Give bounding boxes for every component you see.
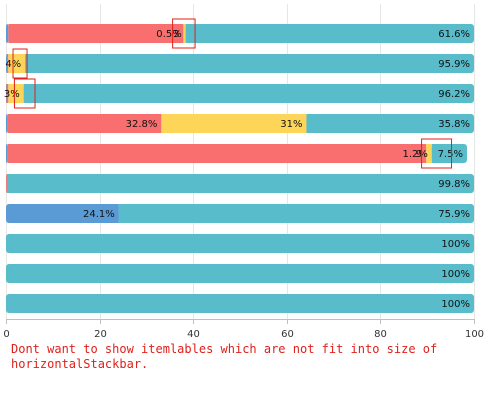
bar-segment-r5-s1 <box>6 174 7 193</box>
bar-segment-r0-s2 <box>183 24 186 43</box>
bar-segment-r7-s3 <box>6 234 474 253</box>
segment-label-r1-s3: 95.9% <box>438 59 470 70</box>
bar-segment-fill-r0-s3 <box>185 24 189 43</box>
segment-label-r2-s3: 96.2% <box>438 89 470 100</box>
segment-label-r2-s2: 3% <box>4 89 20 100</box>
bar-segment-r0-s1 <box>8 24 184 43</box>
horizontal-stacked-bar-chart: 3 0.5% 61.6% 4% 95.9% 3% 96.2% 32.8% 31% 35.8% 9 1.… <box>3 4 484 340</box>
bar-segment-r4-s1 <box>7 144 427 163</box>
bar-segment-r6-s3 <box>118 204 475 223</box>
segment-label-r4-s1: 9 <box>416 149 422 160</box>
segment-label-r0-s1: 3 <box>173 29 179 40</box>
segment-label-r6-s0: 24.1% <box>83 209 115 220</box>
bar-segment-r2-s1 <box>6 84 9 103</box>
bar-segment-fill-r6-s0 <box>115 204 119 223</box>
highlight-box-1 <box>12 48 28 79</box>
segment-label-r3-s3: 35.8% <box>438 119 470 130</box>
bar-segment-r6-s0 <box>6 204 119 223</box>
segment-label-r4-s3: 7.5% <box>438 149 463 160</box>
segment-label-r6-s3: 75.9% <box>438 209 470 220</box>
bar-segment-r0-s3 <box>185 24 474 43</box>
x-tick-label-1: 20 <box>94 329 107 340</box>
bar-segment-r1-s1 <box>6 54 9 73</box>
bar-segment-fill-r6-s3 <box>118 204 122 223</box>
bar-segment-r1-s0 <box>6 54 7 73</box>
segment-label-r5-s3: 99.8% <box>438 179 470 190</box>
bar-segment-r3-s1 <box>7 114 162 133</box>
highlight-box-3 <box>421 138 453 169</box>
x-tick-label-0: 0 <box>3 329 9 340</box>
bar-segment-fill-r2-s3 <box>23 84 27 103</box>
segment-label-r7-s3: 100% <box>441 239 470 250</box>
annotation-note: Dont want to show itemlables which are n… <box>11 342 445 371</box>
highlight-box-0 <box>172 18 196 49</box>
bar-segment-r8-s3 <box>6 264 474 283</box>
x-tick-label-3: 60 <box>281 329 294 340</box>
bar-segment-r5-s3 <box>6 174 474 193</box>
bar-segment-fill-r3-s3 <box>306 114 310 133</box>
bar-segment-r3-s0 <box>6 114 8 133</box>
bar-segment-r1-s3 <box>25 54 475 73</box>
x-tick-label-4: 80 <box>374 329 387 340</box>
segment-label-r4-s2: 1.2% <box>402 149 427 160</box>
segment-label-r0-s2: 0.5% <box>156 29 181 40</box>
highlight-box-2 <box>13 78 36 109</box>
bar-segment-r2-s0 <box>6 84 7 103</box>
bar-segment-r4-s0 <box>6 144 8 163</box>
x-tick-label-2: 40 <box>187 329 200 340</box>
bar-segment-fill-r5-s3 <box>6 174 10 193</box>
bar-segment-r0-s0 <box>6 24 9 43</box>
segment-label-r8-s3: 100% <box>441 269 470 280</box>
bar-segment-r2-s3 <box>23 84 475 103</box>
bar-segment-r3-s3 <box>306 114 474 133</box>
bar-segment-fill-r4-s3 <box>431 144 435 163</box>
bar-segment-r4-s3 <box>431 144 467 163</box>
bar-segment-r4-s2 <box>426 144 432 163</box>
x-tick-label-5: 100 <box>465 329 484 340</box>
segment-label-r9-s3: 100% <box>441 299 470 310</box>
bar-segment-r9-s3 <box>6 294 474 313</box>
bar-segment-r3-s2 <box>161 114 307 133</box>
segment-label-r3-s1: 32.8% <box>126 119 158 130</box>
segment-label-r0-s3: 61.6% <box>438 29 470 40</box>
segment-label-r3-s2: 31% <box>280 119 302 130</box>
bar-segment-r2-s2 <box>8 84 24 103</box>
